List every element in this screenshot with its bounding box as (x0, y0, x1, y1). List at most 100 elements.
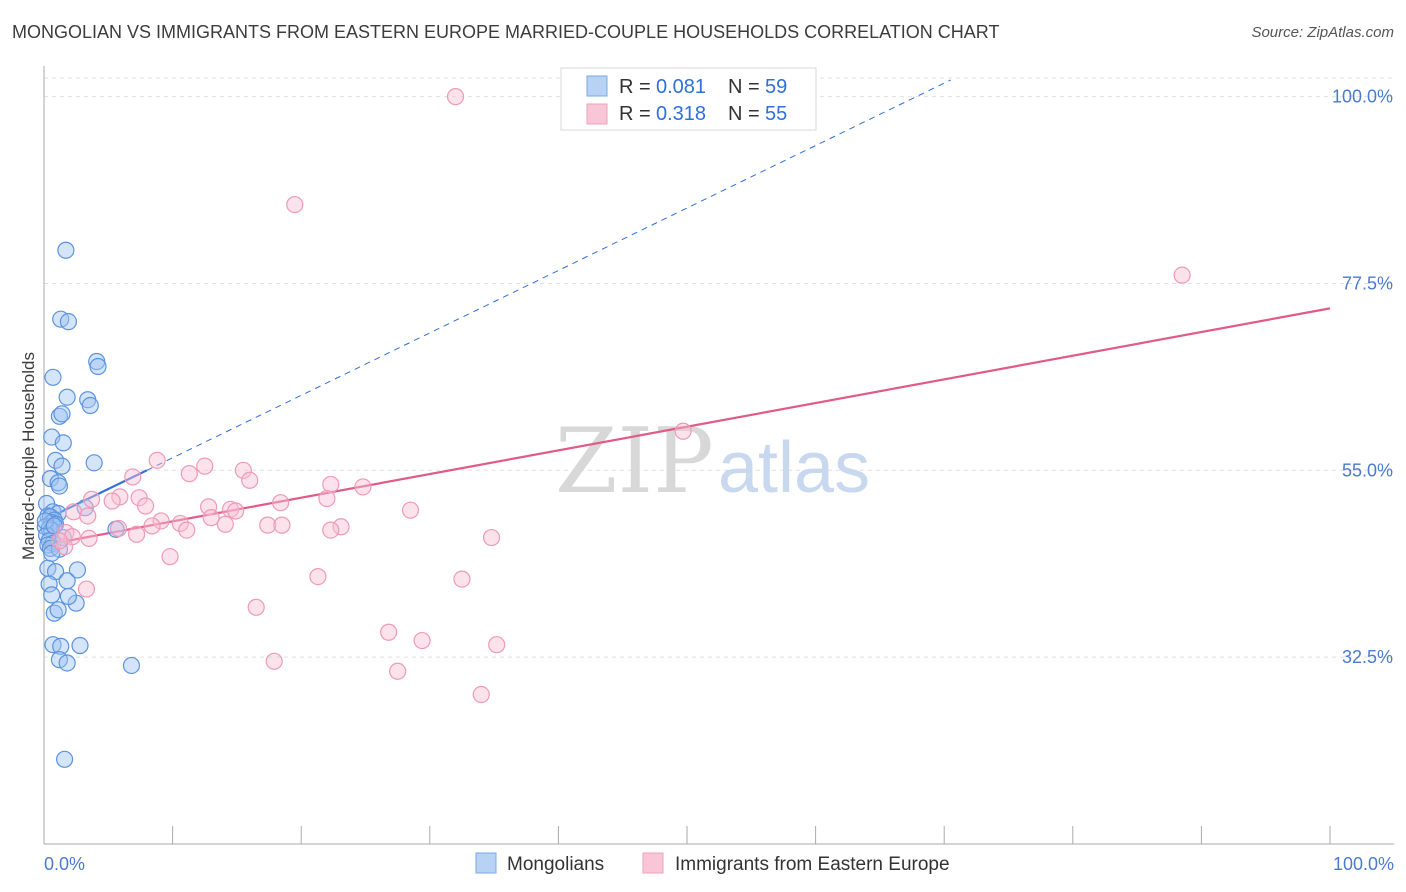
point-eastern-europe (143, 517, 161, 535)
y-tick-label: 32.5% (1342, 647, 1393, 667)
point-eastern-europe (124, 468, 142, 486)
chart-title: MONGOLIAN VS IMMIGRANTS FROM EASTERN EUR… (12, 22, 1000, 42)
point-eastern-europe (488, 636, 506, 654)
point-eastern-europe (446, 88, 465, 106)
axes (43, 66, 1394, 845)
point-mongolians (89, 357, 107, 376)
point-mongolians (49, 601, 67, 619)
point-eastern-europe (322, 475, 340, 494)
point-mongolians (43, 586, 61, 604)
point-mongolians (46, 451, 65, 469)
legend-n-value-1: 59 (765, 76, 787, 98)
y-axis-title: Married-couple Households (19, 352, 38, 560)
series-legend-swatch-mongolians (475, 852, 497, 874)
grid (44, 77, 1394, 658)
point-mongolians (85, 454, 103, 472)
point-mongolians (68, 561, 87, 579)
legend-r-label-2: R = (619, 103, 651, 125)
point-mongolians (44, 368, 62, 386)
point-eastern-europe (272, 494, 290, 512)
point-eastern-europe (77, 580, 96, 598)
point-eastern-europe (286, 195, 304, 214)
x-tick-label-min: 0.0% (44, 854, 85, 874)
legend-r-label-1: R = (619, 76, 651, 98)
point-eastern-europe (127, 525, 146, 543)
point-eastern-europe (216, 515, 234, 533)
point-eastern-europe (103, 492, 121, 510)
series-legend: Mongolians Immigrants from Eastern Europ… (475, 852, 950, 875)
y-tick-label: 100.0% (1332, 87, 1393, 107)
stats-legend: R = 0.081 N = 59 R = 0.318 N = 55 (560, 67, 817, 131)
point-eastern-europe (1173, 266, 1191, 284)
point-mongolians (59, 587, 78, 606)
point-eastern-europe (64, 503, 83, 521)
y-tick-label: 77.5% (1342, 273, 1393, 293)
point-eastern-europe (241, 471, 259, 489)
point-eastern-europe (50, 532, 69, 550)
trend-line-mongolians (146, 79, 951, 471)
point-eastern-europe (202, 509, 220, 527)
trend-line-eastern-europe (43, 307, 1331, 547)
point-eastern-europe (180, 465, 198, 483)
legend-n-label-2: N = (728, 103, 760, 125)
legend-swatch-mongolians (586, 75, 608, 97)
point-eastern-europe (332, 518, 350, 536)
point-eastern-europe (401, 501, 420, 519)
point-eastern-europe (674, 422, 692, 440)
watermark: ZIP atlas (555, 409, 870, 514)
watermark-atlas: atlas (718, 428, 870, 508)
point-eastern-europe (234, 461, 252, 479)
point-eastern-europe (196, 457, 214, 475)
point-eastern-europe (322, 521, 340, 539)
point-eastern-europe (178, 521, 196, 539)
point-mongolians (53, 405, 71, 423)
point-eastern-europe (200, 498, 218, 516)
point-mongolians (52, 637, 70, 655)
point-eastern-europe (82, 490, 101, 508)
point-mongolians (59, 313, 78, 331)
point-mongolians (55, 750, 74, 768)
point-mongolians (50, 477, 69, 495)
series-legend-label-mongolians: Mongolians (507, 854, 604, 875)
point-mongolians (58, 572, 76, 590)
point-eastern-europe (171, 514, 189, 533)
point-mongolians (40, 575, 58, 593)
point-mongolians (54, 434, 72, 452)
point-eastern-europe (80, 529, 98, 548)
legend-n-value-2: 55 (765, 103, 787, 125)
point-eastern-europe (227, 502, 245, 520)
point-eastern-europe (161, 548, 179, 566)
series-legend-label-eastern-europe: Immigrants from Eastern Europe (675, 854, 950, 875)
y-tick-label: 55.0% (1342, 460, 1393, 480)
watermark-zip: ZIP (555, 409, 714, 514)
point-mongolians (81, 396, 99, 415)
point-eastern-europe (152, 512, 170, 530)
point-eastern-europe (111, 488, 129, 506)
point-mongolians (36, 512, 54, 530)
x-ticks (43, 826, 1331, 844)
point-eastern-europe (482, 528, 501, 547)
legend-r-value-1: 0.081 (656, 76, 706, 98)
point-mongolians (71, 636, 89, 655)
point-eastern-europe (259, 516, 277, 534)
point-eastern-europe (273, 516, 291, 534)
point-eastern-europe (318, 489, 336, 508)
point-eastern-europe (413, 631, 431, 650)
point-eastern-europe (472, 685, 490, 704)
point-mongolians (50, 407, 69, 425)
point-eastern-europe (354, 478, 372, 496)
point-mongolians (57, 241, 75, 259)
point-eastern-europe (148, 451, 166, 469)
point-eastern-europe (389, 662, 407, 680)
point-mongolians (58, 654, 76, 672)
point-eastern-europe (247, 598, 265, 616)
x-tick-label-max: 100.0% (1333, 854, 1394, 874)
point-mongolians (122, 656, 141, 675)
legend-r-value-2: 0.318 (656, 103, 706, 125)
point-mongolians (58, 388, 76, 406)
point-mongolians (53, 457, 71, 475)
series-legend-swatch-eastern-europe (642, 852, 664, 874)
point-eastern-europe (453, 570, 471, 588)
point-eastern-europe (136, 497, 155, 515)
point-eastern-europe (309, 567, 327, 586)
